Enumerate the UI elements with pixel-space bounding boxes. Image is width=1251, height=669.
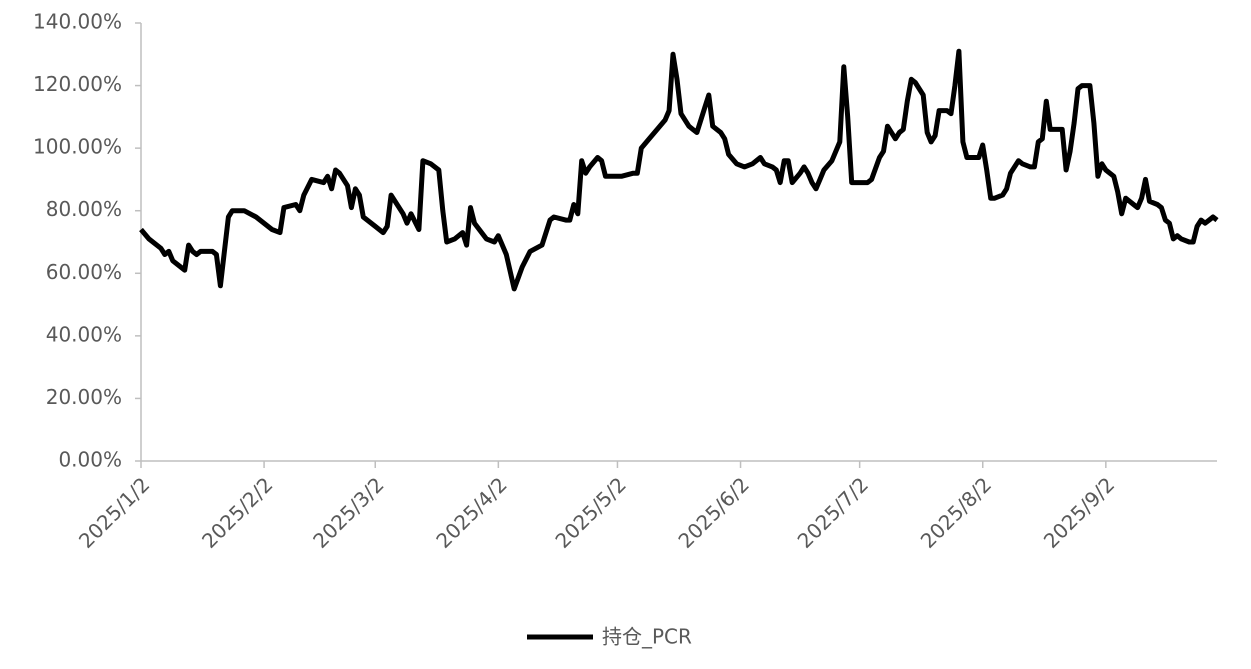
y-tick-label: 0.00% [58,448,122,472]
y-tick-label: 60.00% [46,260,122,284]
x-tick-label: 2025/9/2 [1039,472,1119,552]
y-tick-label: 20.00% [46,385,122,409]
x-tick-label: 2025/2/2 [197,472,277,552]
y-tick-label: 40.00% [46,322,122,346]
x-tick-label: 2025/7/2 [793,472,873,552]
x-tick-label: 2025/6/2 [673,472,753,552]
x-tick-label: 2025/1/2 [74,472,154,552]
y-tick-label: 80.00% [46,197,122,221]
x-tick-label: 2025/3/2 [308,472,388,552]
y-tick-label: 100.00% [33,135,122,159]
x-tick-label: 2025/8/2 [916,472,996,552]
x-tick-label: 2025/5/2 [550,472,630,552]
legend-label: 持仓_PCR [602,625,692,649]
data-line [139,48,1219,292]
x-tick-label: 2025/4/2 [431,472,511,552]
y-tick-label: 140.00% [33,10,122,34]
y-tick-label: 120.00% [33,72,122,96]
